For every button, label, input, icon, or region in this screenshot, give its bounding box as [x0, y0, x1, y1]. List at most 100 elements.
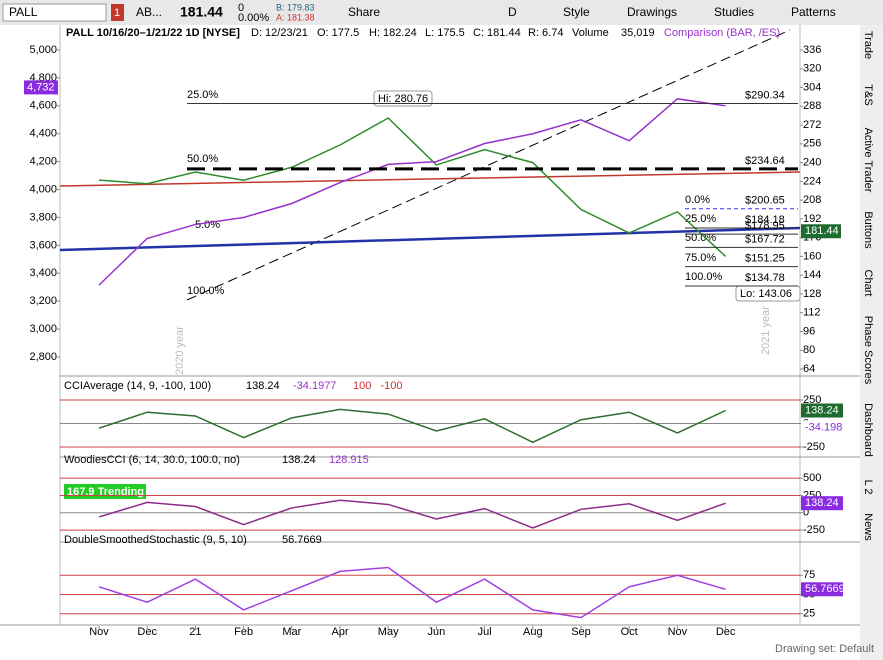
x-tick-label: Nov — [89, 626, 109, 638]
period-button[interactable]: D — [508, 5, 517, 19]
pane-title: DoubleSmoothedStochastic (9, 5, 10) — [64, 534, 247, 546]
y-tick-label: 64 — [803, 363, 815, 375]
readout: 138.24 — [282, 454, 316, 466]
symbol-box[interactable] — [2, 3, 107, 22]
side-tab[interactable]: L 2 — [862, 480, 874, 495]
badge: 1 — [114, 7, 120, 19]
last-y2-label: 4,732 — [27, 81, 55, 93]
x-tick-label: Sep — [571, 626, 591, 638]
hi-box — [373, 90, 433, 107]
last-value: 56.7669 — [805, 583, 845, 595]
x-tick-label: Dec — [137, 626, 157, 638]
hi-label: Hi: 280.76 — [378, 93, 428, 105]
y-tick-label: 320 — [803, 63, 821, 75]
badge-bg — [111, 4, 124, 21]
fib-pct: 25.0% — [685, 213, 716, 225]
header-low: L: 175.5 — [425, 27, 465, 39]
last-price-label: 181.44 — [805, 225, 839, 237]
style-button[interactable]: Style — [563, 5, 590, 19]
fib-value: $151.25 — [745, 253, 785, 265]
last-price-bg — [801, 224, 841, 239]
y-tick-label: 144 — [803, 269, 821, 281]
y-tick-label: 224 — [803, 175, 821, 187]
lo-label: Lo: 143.06 — [740, 288, 792, 300]
last-value: -34.198 — [805, 421, 842, 433]
fib-value: $234.64 — [745, 155, 785, 167]
y-tick-label: 112 — [803, 307, 821, 319]
fib-pct: 25.0% — [187, 89, 218, 101]
x-tick-label: 21 — [189, 626, 201, 638]
x-tick-label: May — [378, 626, 399, 638]
side-tab[interactable]: Active Trader — [862, 128, 874, 193]
last-value-bg — [801, 403, 843, 418]
year-label: 2021 year — [760, 306, 772, 355]
side-tab[interactable]: News — [862, 513, 874, 541]
y2-tick-label: 2,800 — [29, 351, 57, 363]
fib-value: $134.78 — [745, 272, 785, 284]
y2-tick-label: 4,200 — [29, 156, 57, 168]
ask: A: 181.38 — [276, 12, 315, 22]
indicator-line — [98, 499, 726, 529]
y-tick-label: -250 — [803, 441, 825, 453]
fib-value: $200.65 — [745, 195, 785, 207]
fib-pct: 100.0% — [685, 271, 723, 283]
header-title: PALL 10/16/20–1/21/22 1D [NYSE] — [66, 27, 240, 39]
share-button[interactable]: Share — [348, 5, 380, 19]
pane-title: WoodiesCCI (6, 14, 30.0, 100.0, no) — [64, 454, 240, 466]
trend-badge: 167.9 Trending — [67, 486, 144, 498]
y2-tick-label: 5,000 — [29, 44, 57, 56]
fib-value: $167.72 — [745, 233, 785, 245]
comparison: Comparison (BAR, /ES) — [664, 27, 780, 39]
trend-line — [59, 226, 801, 252]
price-line — [98, 98, 726, 286]
y2-tick-label: 3,800 — [29, 211, 57, 223]
account[interactable]: AB... — [136, 5, 162, 19]
side-tab[interactable]: Buttons — [862, 211, 874, 249]
y-tick-label: 96 — [803, 325, 815, 337]
side-tab[interactable]: Trade — [862, 31, 874, 59]
year-label: 2020 year — [174, 326, 186, 375]
side-tab[interactable]: Dashboard — [862, 403, 874, 457]
side-tab[interactable]: T&S — [862, 84, 874, 105]
y-tick-label: 250 — [803, 394, 821, 406]
y2-tick-label: 3,200 — [29, 295, 57, 307]
fib-value: $184.18 — [745, 214, 785, 226]
y-tick-label: 256 — [803, 138, 821, 150]
readout: -100 — [381, 380, 403, 392]
drawings-button[interactable]: Drawings — [627, 5, 677, 19]
x-tick-label: Apr — [331, 626, 348, 638]
trend-line — [186, 29, 791, 301]
last-value: 138.24 — [805, 404, 839, 416]
bid: B: 179.83 — [276, 2, 315, 12]
y-tick-label: 288 — [803, 100, 821, 112]
fib-pct: 100.0% — [187, 285, 225, 297]
y-tick-label: 208 — [803, 194, 821, 206]
header-high: H: 182.24 — [369, 27, 417, 39]
readout: 128.915 — [329, 454, 369, 466]
y-tick-label: -250 — [803, 524, 825, 536]
y-tick-label: 75 — [803, 569, 815, 581]
y2-tick-label: 4,000 — [29, 183, 57, 195]
toolbar — [0, 0, 883, 25]
side-tab[interactable]: Phase Scores — [862, 316, 874, 385]
y2-tick-label: 3,400 — [29, 267, 57, 279]
x-tick-label: Oct — [621, 626, 638, 638]
x-tick-label: Dec — [716, 626, 736, 638]
fib-pct: 50.0% — [187, 153, 218, 165]
header-open: O: 177.5 — [317, 27, 359, 39]
last-value-bg — [801, 582, 843, 597]
patterns-button[interactable]: Patterns — [791, 5, 836, 19]
fib-pct: 75.0% — [685, 252, 716, 264]
price-line — [98, 117, 727, 257]
x-tick-label: Mar — [282, 626, 301, 638]
symbol: PALL — [9, 5, 38, 19]
x-tick-label: Jun — [428, 626, 446, 638]
readout: -34.1977 — [293, 380, 336, 392]
side-tab[interactable]: Chart — [862, 270, 874, 297]
y-tick-label: 128 — [803, 288, 821, 300]
change: 0 — [238, 2, 244, 14]
trend-line — [59, 171, 801, 187]
last-value: 138.24 — [805, 497, 839, 509]
last-price: 181.44 — [180, 4, 223, 20]
studies-button[interactable]: Studies — [714, 5, 754, 19]
